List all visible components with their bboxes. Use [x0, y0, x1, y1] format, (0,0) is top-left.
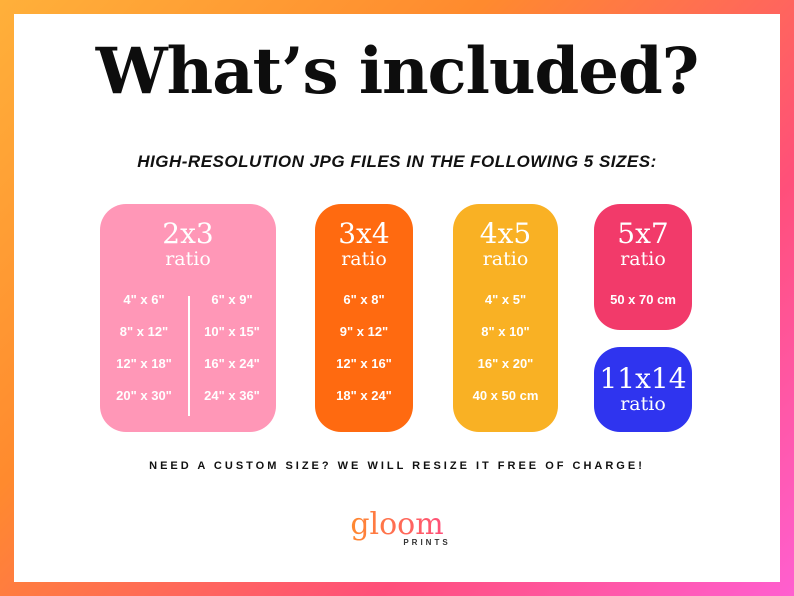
- size-item: 8" x 12": [119, 324, 169, 339]
- size-item: 4" x 5": [484, 292, 527, 307]
- size-item: 9" x 12": [339, 324, 389, 339]
- size-item: 16" x 20": [477, 356, 534, 371]
- ratio-word-4x5: ratio: [482, 248, 529, 270]
- size-item: 20" x 30": [116, 388, 172, 403]
- size-item: 24" x 36": [204, 388, 260, 403]
- size-item: 18" x 24": [336, 388, 392, 403]
- size-item: 12" x 16": [336, 356, 392, 371]
- size-item: 16" x 24": [204, 356, 260, 371]
- ratio-label-2x3: 2x3: [162, 217, 214, 250]
- ratio-word-3x4: ratio: [341, 248, 387, 270]
- ratio-word-2x3: ratio: [165, 248, 211, 270]
- size-item: 8" x 10": [481, 324, 530, 339]
- size-item: 12" x 18": [116, 356, 172, 371]
- logo-name: gloom: [350, 507, 444, 542]
- logo-sub: PRINTS: [403, 538, 451, 547]
- custom-size-note: NEED A CUSTOM SIZE? WE WILL RESIZE IT FR…: [149, 460, 645, 472]
- ratio-word-5x7: ratio: [620, 248, 666, 270]
- size-item: 40 x 50 cm: [472, 388, 539, 403]
- ratio-label-3x4: 3x4: [338, 217, 390, 250]
- size-item: 4" x 6": [123, 292, 165, 307]
- ratio-word-11x14: ratio: [620, 393, 666, 415]
- size-item: 6" x 9": [211, 292, 253, 307]
- ratio-box-3x4: 3x4 ratio 6" x 8" 9" x 12" 12" x 16" 18"…: [315, 204, 413, 432]
- size-item: 50 x 70 cm: [610, 292, 676, 307]
- ratio-label-11x14: 11x14: [599, 362, 687, 395]
- size-item: 10" x 15": [204, 324, 260, 339]
- size-divider: [188, 296, 190, 416]
- ratio-label-5x7: 5x7: [617, 217, 669, 250]
- ratio-label-4x5: 4x5: [479, 217, 532, 250]
- ratio-box-4x5: 4x5 ratio 4" x 5" 8" x 10" 16" x 20" 40 …: [453, 204, 558, 432]
- ratio-box-11x14: 11x14 ratio: [594, 347, 692, 432]
- size-item: 6" x 8": [343, 292, 385, 307]
- page-title: What’s included?: [95, 34, 699, 109]
- ratio-box-5x7: 5x7 ratio 50 x 70 cm: [594, 204, 692, 330]
- ratio-box-2x3: 2x3 ratio 4" x 6" 8" x 12" 12" x 18" 20"…: [100, 204, 276, 432]
- brand-logo: gloom PRINTS: [0, 507, 794, 548]
- page-subtitle: HIGH-RESOLUTION JPG FILES IN THE FOLLOWI…: [137, 152, 657, 171]
